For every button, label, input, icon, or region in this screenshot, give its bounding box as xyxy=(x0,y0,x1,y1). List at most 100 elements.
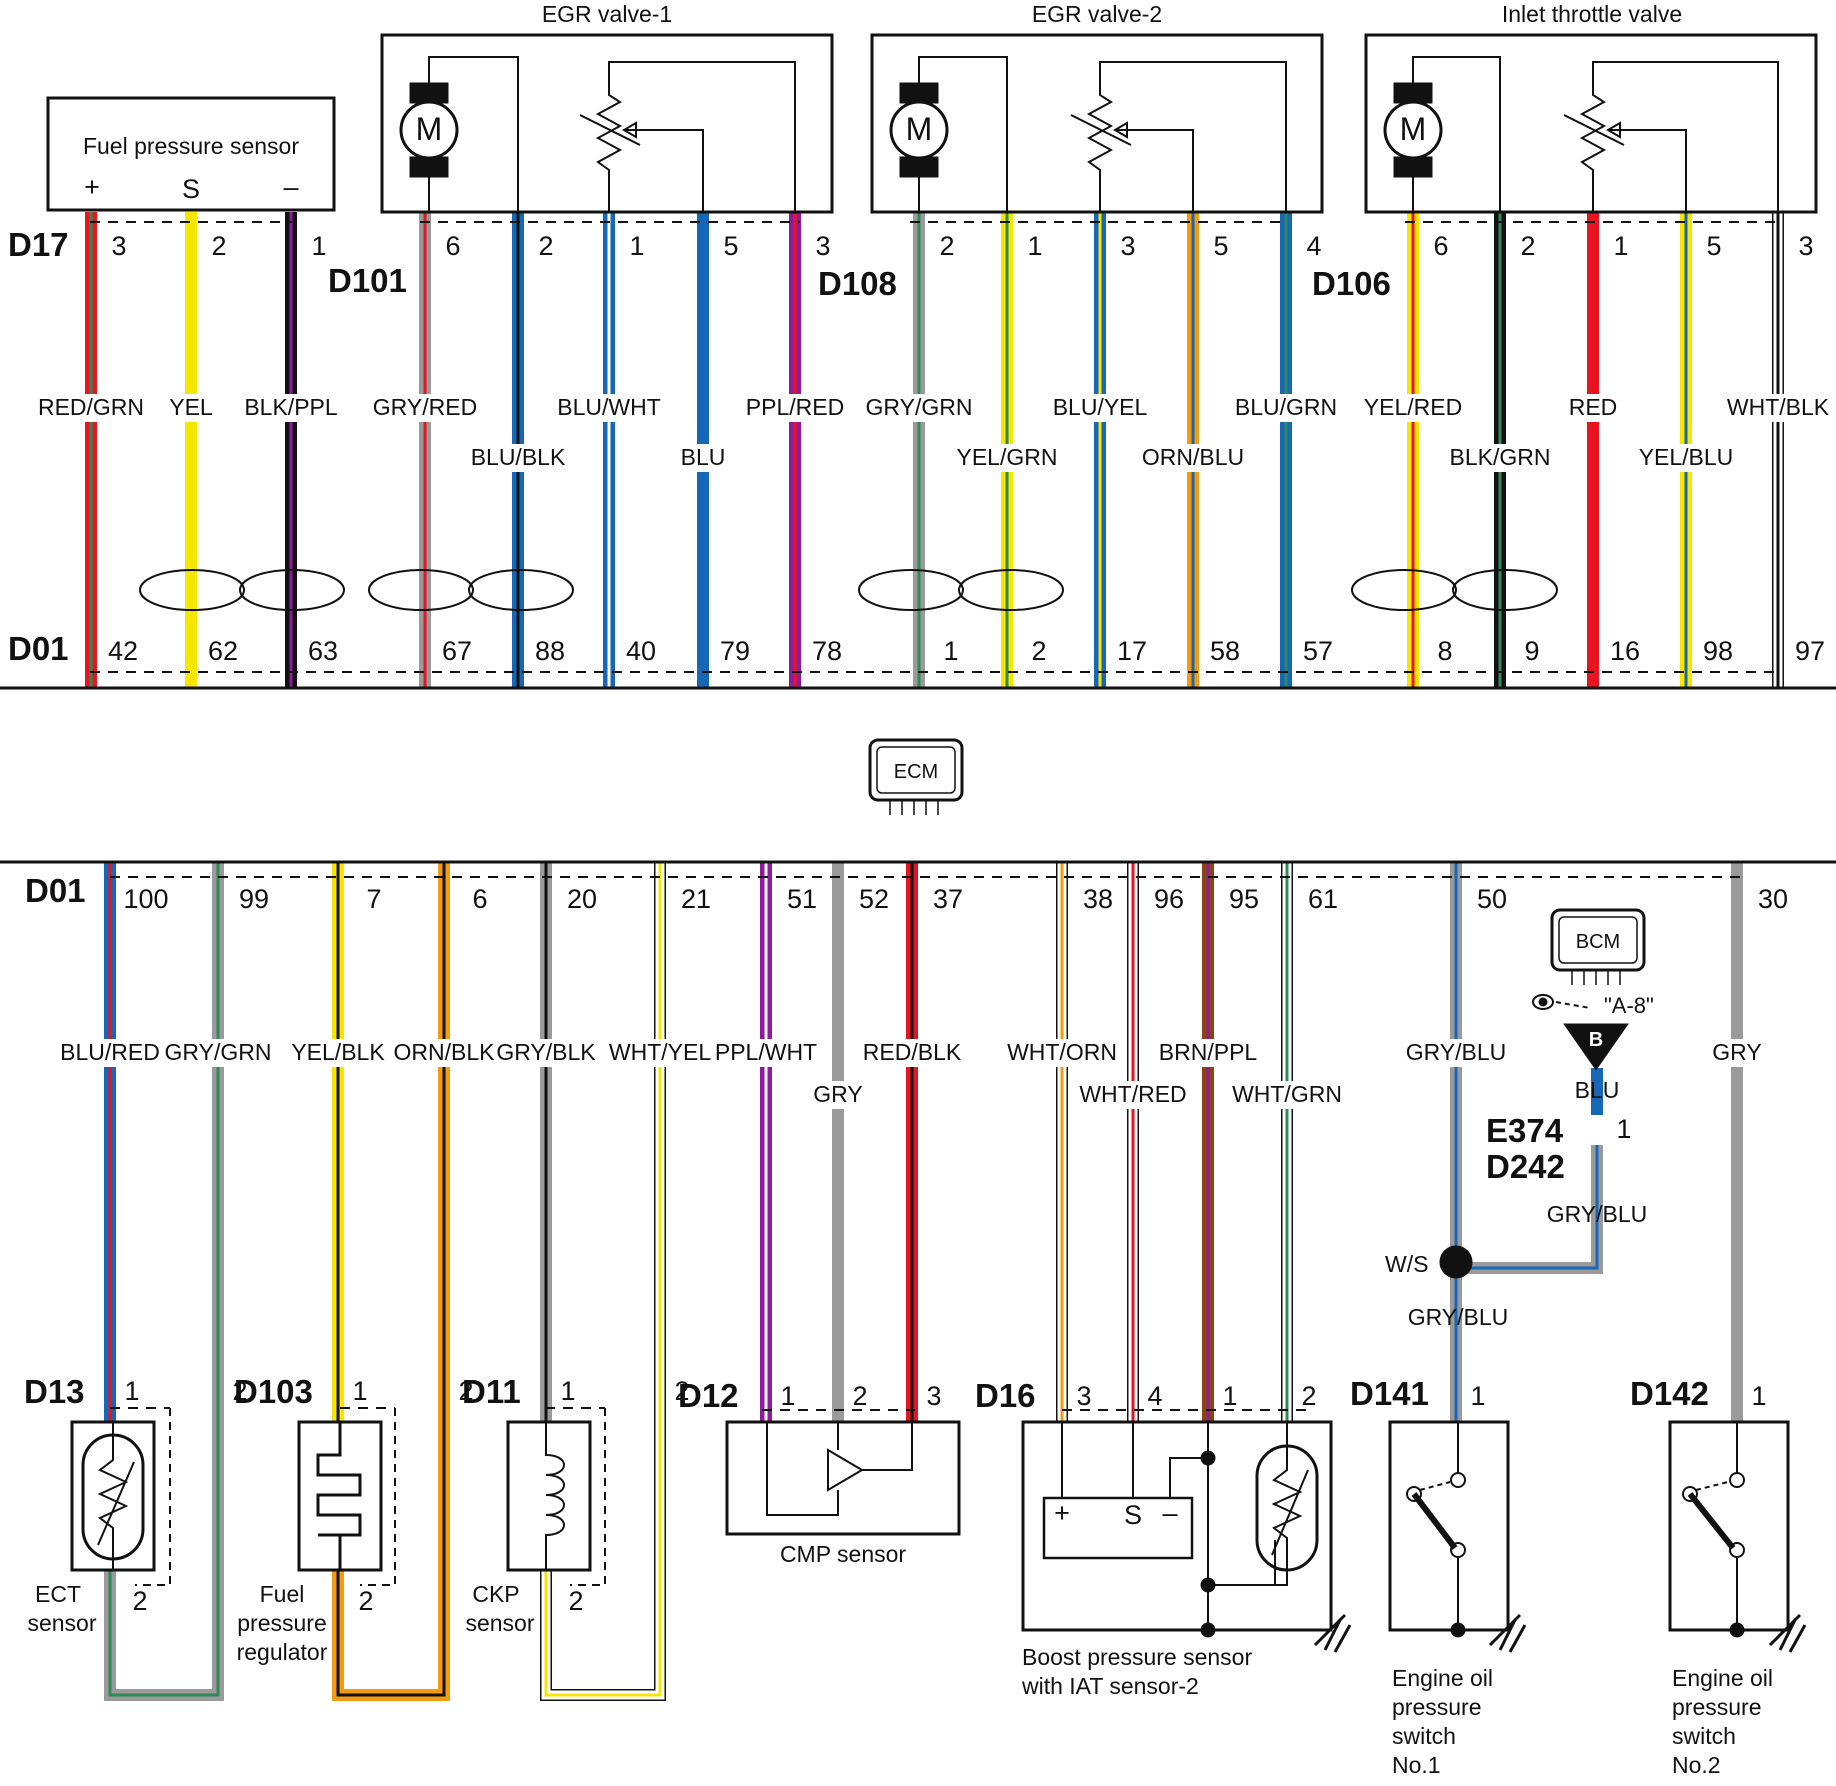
ecm-pin: 20 xyxy=(567,884,597,914)
potentiometer-icon xyxy=(595,61,796,212)
connector-pin: 1 xyxy=(780,1381,795,1411)
pressure-signal: S xyxy=(1124,1500,1142,1530)
connector-d101: D101 xyxy=(328,262,407,299)
egr-valve-2-label: EGR valve-2 xyxy=(1032,1,1162,27)
wire-label-bg xyxy=(1083,1081,1183,1109)
ecm-pin: 50 xyxy=(1477,884,1507,914)
ecm-pin: 17 xyxy=(1117,636,1147,666)
connector-pin: 2 xyxy=(852,1381,867,1411)
connector-d01-top: D01 xyxy=(8,630,69,667)
wire-label-bg xyxy=(869,394,969,422)
switch-lever-link xyxy=(1695,1481,1729,1491)
connector-pin: 2 xyxy=(1520,231,1535,261)
motor-brush-top xyxy=(899,82,939,104)
splice-dot xyxy=(1439,1245,1473,1279)
connector-d106: D106 xyxy=(1312,265,1391,302)
bcm-icon-pins xyxy=(1571,970,1621,985)
motor-brush-bottom xyxy=(409,156,449,178)
ecm-icon-inner xyxy=(876,746,956,794)
ecm-pin: 58 xyxy=(1210,636,1240,666)
wire-label-bg xyxy=(1236,394,1336,422)
connector-d103: D103 xyxy=(234,1373,313,1410)
bcm-icon xyxy=(1550,908,1646,972)
twisted-pair-icon xyxy=(1452,569,1558,611)
ecm-pin: 16 xyxy=(1610,636,1640,666)
connector-d17: D17 xyxy=(8,226,69,263)
connector-d11: D11 xyxy=(462,1373,521,1410)
wire-label-bg xyxy=(1158,1039,1258,1067)
connector-pin: 6 xyxy=(445,231,460,261)
wire-label-bg xyxy=(1363,394,1463,422)
wire-label-bg xyxy=(60,1039,160,1067)
ground-icon xyxy=(1458,1613,1527,1653)
wire-label: GRY/BLU xyxy=(1406,1039,1507,1065)
oil-pressure-switch-2-box xyxy=(1668,1420,1790,1632)
wire-label: PPL/RED xyxy=(746,394,844,420)
ecm-pin: 57 xyxy=(1303,636,1333,666)
plus-symbol: + xyxy=(84,172,100,202)
ckp-sensor-box xyxy=(506,1420,592,1572)
ect-shield-dash xyxy=(135,1408,171,1586)
ecm-pin: 6 xyxy=(472,884,487,914)
splice-out-label: GRY/BLU xyxy=(1547,1201,1648,1227)
connector-pin: 3 xyxy=(1076,1381,1091,1411)
connector-pin: 4 xyxy=(1306,231,1321,261)
motor-label: M xyxy=(906,111,933,147)
junction-dot xyxy=(1200,1450,1216,1466)
wire-label-bg xyxy=(1012,1039,1112,1067)
wire-label: YEL/RED xyxy=(1364,394,1462,420)
connector-pin: 2 xyxy=(674,1376,689,1406)
wire-label-bg xyxy=(1713,1039,1761,1067)
solenoid-icon xyxy=(316,1422,362,1570)
wire-label: BRN/PPL xyxy=(1159,1039,1258,1065)
connector-pin: 1 xyxy=(311,231,326,261)
wire-label: PPL/WHT xyxy=(715,1039,817,1065)
connector-pin: 2 xyxy=(939,231,954,261)
ecm-pin: 30 xyxy=(1758,884,1788,914)
fpr-shield-dash xyxy=(360,1408,396,1586)
connector-pin: 1 xyxy=(1751,1381,1766,1411)
view-icon-pupil xyxy=(1538,997,1548,1007)
connector-d16: D16 xyxy=(975,1377,1036,1414)
wire-text-layer: RED/GRN342YEL262BLK/PPL163GRY/RED667BLU/… xyxy=(38,231,1830,1616)
shapes-layer xyxy=(0,33,1836,1653)
ecm-pin: 63 xyxy=(308,636,338,666)
potentiometer-arrow xyxy=(1070,114,1132,146)
ecm-pin: 67 xyxy=(442,636,472,666)
wire-label-bg xyxy=(468,444,568,472)
wire-label-bg xyxy=(288,1039,388,1067)
twisted-pair-icon xyxy=(239,569,345,611)
connector-d142: D142 xyxy=(1630,1375,1709,1412)
engine-oil-pressure-switch-1-label: Engine oil pressure switch No.1 xyxy=(1392,1665,1493,1778)
wire-gry-grn-stripe xyxy=(108,862,220,1697)
ground-point-label: B xyxy=(1589,1029,1603,1051)
ecm-pin: 99 xyxy=(239,884,269,914)
connector-pin: 3 xyxy=(1120,231,1135,261)
ecm-pin: 38 xyxy=(1083,884,1113,914)
egr2-motor-wiring xyxy=(918,56,1008,212)
view-icon xyxy=(1532,994,1554,1010)
wires-layer xyxy=(85,212,1784,1701)
text-layer: Fuel pressure sensor + S – EGR valve-1 E… xyxy=(8,1,1830,1778)
ecm-label: ECM xyxy=(894,761,938,783)
boost-pressure-sensor-label: Boost pressure sensor with IAT sensor-2 xyxy=(1021,1644,1252,1699)
wire-label: BLK/PPL xyxy=(244,394,338,420)
connector-e374: E374 xyxy=(1486,1112,1564,1149)
wire-label: BLK/GRN xyxy=(1450,444,1551,470)
potentiometer-arrow xyxy=(1563,114,1625,146)
wire-label: WHT/GRN xyxy=(1232,1081,1342,1107)
junction-dot xyxy=(1200,1577,1216,1593)
wire-label-bg xyxy=(1636,444,1736,472)
junction-dot xyxy=(1200,1622,1216,1638)
connector-pin: 1 xyxy=(1027,231,1042,261)
wire-label-bg xyxy=(1406,1039,1506,1067)
connector-pin: 2 xyxy=(358,1586,373,1616)
ecm-pin: 62 xyxy=(208,636,238,666)
motor-label: M xyxy=(416,111,443,147)
wire-label-bg xyxy=(862,1039,962,1067)
switch-lever-link xyxy=(1419,1481,1451,1491)
wire-label: GRY/GRN xyxy=(165,1039,272,1065)
ecm-pin: 40 xyxy=(626,636,656,666)
ecm-pin: 52 xyxy=(859,884,889,914)
connector-pin: 6 xyxy=(1433,231,1448,261)
